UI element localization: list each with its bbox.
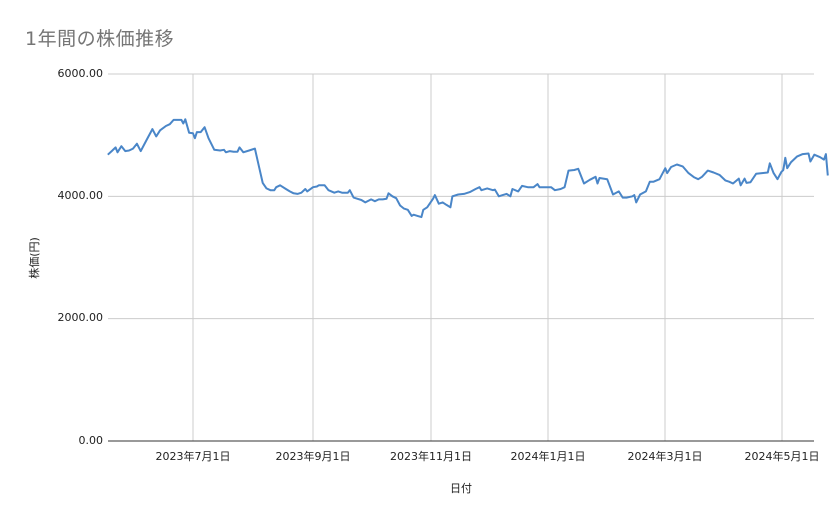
x-tick-label: 2023年11月1日 [390,450,472,463]
y-tick-label: 4000.00 [57,189,104,202]
stock-price-line [107,118,829,219]
x-tick-label: 2024年5月1日 [744,450,820,463]
y-tick-label: 6000.00 [57,67,104,80]
y-tick-label: 2000.00 [57,311,104,324]
vertical-gridlines [192,74,783,441]
chart-title: 1年間の株価推移 [25,28,175,50]
x-tick-label: 2023年9月1日 [275,450,351,463]
x-tick-label: 2024年3月1日 [627,450,703,463]
y-axis-label: 株価(円) [28,237,41,279]
x-tick-label: 2023年7月1日 [155,450,231,463]
x-tick-label: 2024年1月1日 [510,450,586,463]
y-tick-label: 0.00 [78,434,104,447]
x-axis-label: 日付 [450,482,472,495]
horizontal-gridlines [108,73,814,320]
